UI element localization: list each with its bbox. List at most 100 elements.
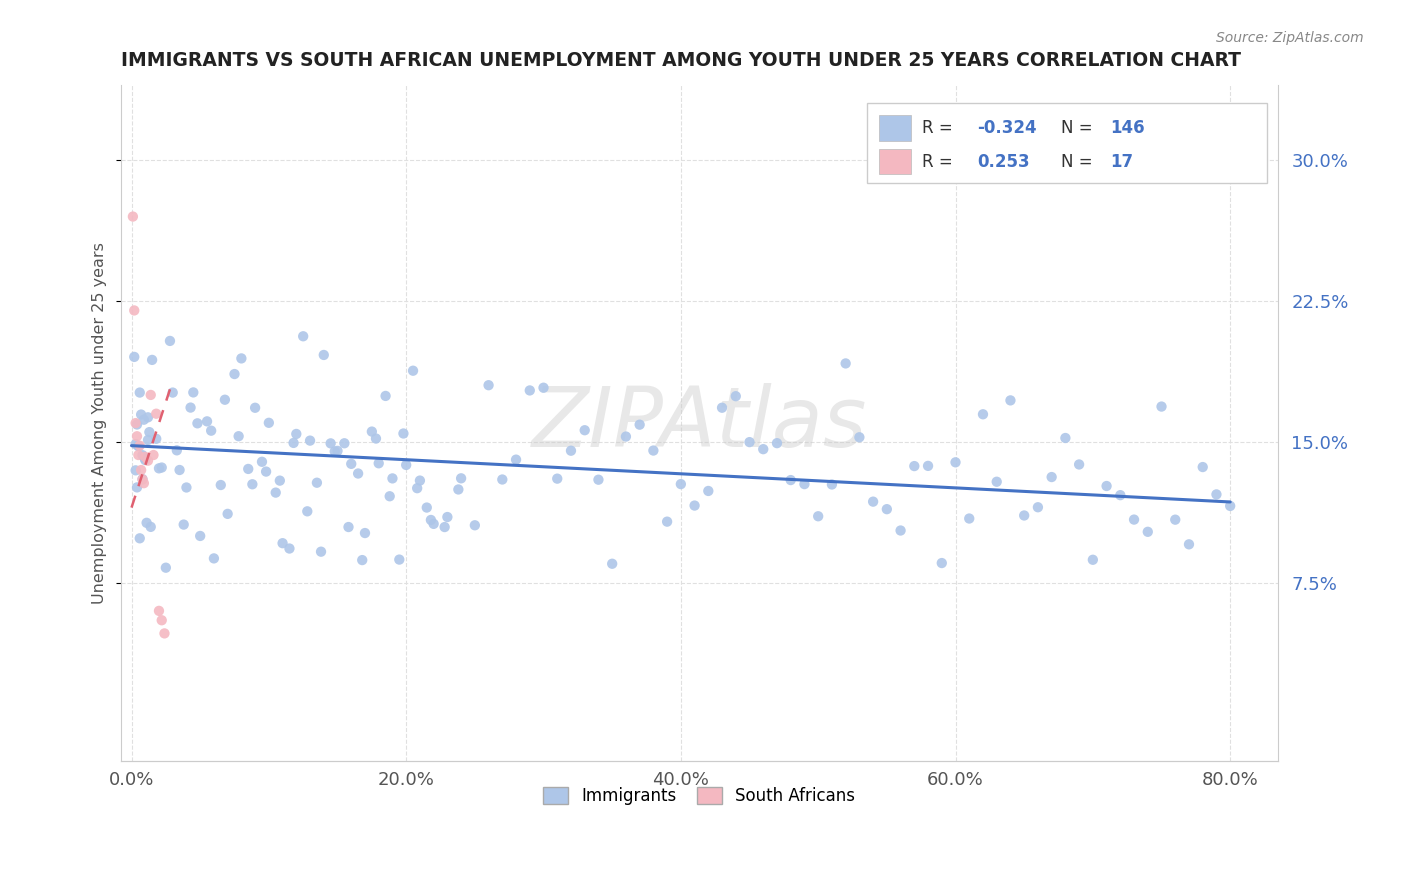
Point <box>1081 553 1104 567</box>
Point <box>135 516 157 530</box>
Point <box>132 413 155 427</box>
Point <box>834 356 856 370</box>
Point <box>409 474 432 488</box>
Point <box>224 367 246 381</box>
Point <box>127 439 149 453</box>
Point <box>395 458 418 472</box>
Point <box>333 436 356 450</box>
Point <box>683 499 706 513</box>
Text: 0.253: 0.253 <box>977 153 1029 170</box>
Point <box>148 461 170 475</box>
Point <box>145 407 167 421</box>
FancyBboxPatch shape <box>879 149 911 174</box>
FancyBboxPatch shape <box>868 103 1267 183</box>
Point <box>533 381 555 395</box>
Point <box>250 455 273 469</box>
Point <box>153 626 176 640</box>
Point <box>131 448 153 462</box>
Text: -0.324: -0.324 <box>977 119 1036 136</box>
Point <box>388 552 411 566</box>
Point <box>464 518 486 533</box>
Point <box>821 477 844 491</box>
Text: ZIPAtlas: ZIPAtlas <box>531 383 868 464</box>
Point <box>159 334 181 348</box>
Point <box>142 448 165 462</box>
Point <box>309 544 332 558</box>
Point <box>319 436 342 450</box>
Point <box>752 442 775 457</box>
Point <box>697 483 720 498</box>
Point <box>181 385 204 400</box>
Point <box>186 417 208 431</box>
Point <box>269 474 291 488</box>
Text: R =: R = <box>922 119 957 136</box>
Point <box>903 459 925 474</box>
Point <box>546 472 568 486</box>
Point <box>416 500 439 515</box>
Point <box>150 613 173 627</box>
Point <box>155 560 177 574</box>
Point <box>125 480 148 494</box>
Point <box>323 444 346 458</box>
Point <box>1178 537 1201 551</box>
Point <box>1069 458 1091 472</box>
Point <box>450 471 472 485</box>
Point <box>367 456 389 470</box>
Point <box>188 529 211 543</box>
Text: IMMIGRANTS VS SOUTH AFRICAN UNEMPLOYMENT AMONG YOUTH UNDER 25 YEARS CORRELATION : IMMIGRANTS VS SOUTH AFRICAN UNEMPLOYMENT… <box>121 51 1240 70</box>
Point <box>209 478 232 492</box>
Point <box>738 435 761 450</box>
Point <box>195 414 218 428</box>
Point <box>138 425 160 439</box>
Point <box>228 429 250 443</box>
Point <box>419 513 441 527</box>
Point <box>1150 400 1173 414</box>
Point <box>169 463 191 477</box>
Point <box>1109 488 1132 502</box>
Point <box>1000 393 1022 408</box>
Point <box>574 423 596 437</box>
Point <box>1136 524 1159 539</box>
Point <box>271 536 294 550</box>
Point <box>1012 508 1035 523</box>
Point <box>477 378 499 392</box>
Point <box>588 473 610 487</box>
Text: 17: 17 <box>1111 153 1133 170</box>
Point <box>600 557 623 571</box>
Point <box>655 515 678 529</box>
Point <box>378 489 401 503</box>
Point <box>231 351 253 366</box>
Point <box>264 485 287 500</box>
Point <box>724 389 747 403</box>
Point <box>305 475 328 490</box>
Point <box>238 462 260 476</box>
Point <box>945 455 967 469</box>
Point <box>337 520 360 534</box>
Point <box>519 384 541 398</box>
Point <box>134 450 156 464</box>
Point <box>145 432 167 446</box>
Point <box>352 553 374 567</box>
Point <box>614 429 637 443</box>
Point <box>124 437 146 451</box>
Point <box>125 429 148 443</box>
Point <box>917 458 939 473</box>
Point <box>1219 499 1241 513</box>
Point <box>876 502 898 516</box>
Point <box>628 417 651 432</box>
Point <box>150 460 173 475</box>
Point <box>986 475 1008 489</box>
Point <box>200 424 222 438</box>
Point <box>134 452 156 467</box>
Point <box>214 392 236 407</box>
Point <box>447 483 470 497</box>
Point <box>374 389 396 403</box>
Text: Source: ZipAtlas.com: Source: ZipAtlas.com <box>1216 31 1364 45</box>
Point <box>957 511 980 525</box>
Point <box>862 494 884 508</box>
Point <box>176 481 198 495</box>
Point <box>297 504 319 518</box>
Text: N =: N = <box>1060 119 1098 136</box>
Point <box>381 471 404 485</box>
Point <box>128 439 150 453</box>
